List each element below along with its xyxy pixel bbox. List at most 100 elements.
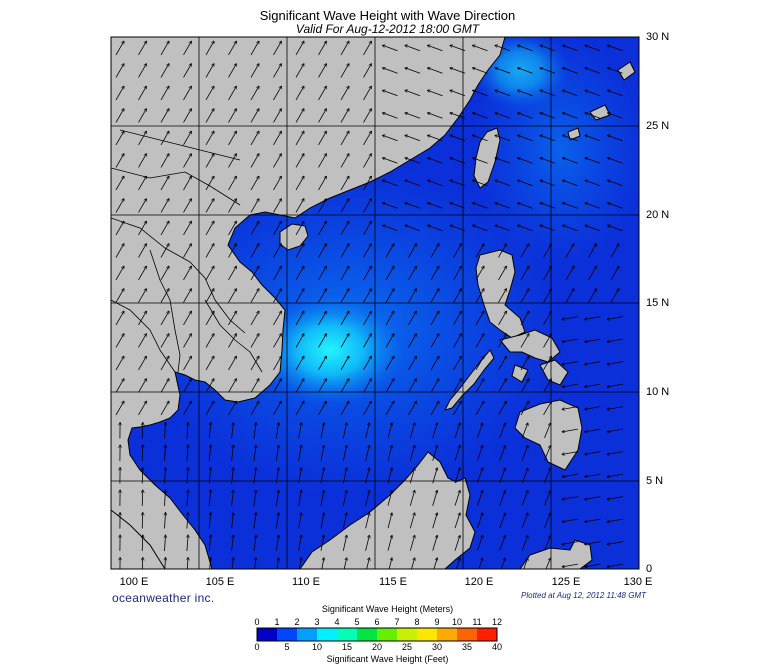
wave-arrow xyxy=(275,468,278,484)
wave-arrow xyxy=(433,558,438,569)
wave-arrow xyxy=(608,45,623,52)
wave-arrow xyxy=(228,41,237,56)
wave-arrow xyxy=(250,64,259,78)
wave-arrow xyxy=(295,266,304,281)
legend-meter-tick: 6 xyxy=(374,617,380,627)
wave-arrow xyxy=(205,86,214,101)
wave-arrow xyxy=(295,244,304,258)
wave-arrow xyxy=(273,401,282,416)
legend-swatch xyxy=(457,628,478,641)
wave-arrow xyxy=(205,356,214,371)
lon-label-125e: 125 E xyxy=(551,576,581,588)
legend-meter-tick: 8 xyxy=(414,617,420,627)
wave-arrow xyxy=(562,563,578,567)
wave-arrow xyxy=(585,68,601,74)
legend-title-meters: Significant Wave Height (Meters) xyxy=(321,604,454,614)
wave-arrow xyxy=(521,446,528,461)
wave-arrow xyxy=(115,131,124,146)
wave-arrow xyxy=(138,64,147,78)
wave-arrow xyxy=(142,535,143,552)
wave-arrow xyxy=(183,356,192,371)
wave-arrow xyxy=(475,244,484,258)
wave-arrow xyxy=(411,558,414,569)
wave-arrow xyxy=(250,41,259,56)
wave-arrow xyxy=(318,289,327,303)
wave-arrow xyxy=(540,68,556,74)
wave-arrow xyxy=(454,423,460,439)
wave-arrow xyxy=(585,225,601,232)
legend-meter-tick: 10 xyxy=(451,617,462,627)
wave-arrow xyxy=(165,468,166,484)
legend-meter-tick: 3 xyxy=(314,617,320,627)
wave-arrow xyxy=(295,109,304,123)
wave-arrow xyxy=(409,535,414,551)
wave-arrow xyxy=(363,109,372,123)
wave-arrow xyxy=(562,316,578,320)
wave-arrow xyxy=(187,445,188,462)
wave-arrow xyxy=(495,135,511,142)
wave-arrow xyxy=(250,289,259,303)
wave-arrow xyxy=(518,225,533,232)
wave-arrow xyxy=(366,558,370,569)
wave-arrow xyxy=(607,496,623,500)
wave-arrow xyxy=(273,176,282,191)
wave-arrow xyxy=(610,289,619,303)
wave-arrow xyxy=(298,468,302,484)
legend-frame xyxy=(256,627,498,642)
wave-arrow xyxy=(365,468,370,484)
wave-arrow xyxy=(585,158,601,164)
wave-arrow xyxy=(295,131,304,146)
wave-arrow xyxy=(565,244,574,258)
wave-arrow xyxy=(562,406,578,410)
wave-arrow xyxy=(385,244,394,258)
wave-arrow xyxy=(363,86,372,101)
wave-arrow xyxy=(473,135,488,142)
wave-arrow xyxy=(562,496,578,500)
wave-arrow xyxy=(298,513,302,529)
wave-arrow xyxy=(273,289,282,303)
wave-arrow xyxy=(475,356,484,371)
wave-arrow xyxy=(165,490,166,507)
wave-arrow xyxy=(544,536,551,551)
wave-arrow xyxy=(208,535,211,552)
wave-arrow xyxy=(160,334,169,348)
legend-meter-tick: 0 xyxy=(254,617,260,627)
wave-arrow xyxy=(115,154,124,168)
wave-arrow xyxy=(160,356,169,371)
wave-arrow xyxy=(432,490,438,506)
wave-arrow xyxy=(342,468,346,484)
wave-arrow xyxy=(115,311,124,326)
wave-arrow xyxy=(450,180,466,187)
wave-arrow xyxy=(160,244,169,258)
wave-arrow xyxy=(473,158,488,164)
wave-arrow xyxy=(540,90,556,97)
lon-label-100e: 100 E xyxy=(119,576,149,588)
wave-arrow xyxy=(518,68,533,74)
sulawesi-island xyxy=(519,539,593,569)
wave-arrow xyxy=(495,68,511,74)
wave-arrow xyxy=(405,135,421,142)
wave-arrow xyxy=(610,244,619,258)
wave-arrow xyxy=(228,109,237,123)
wave-arrow xyxy=(562,338,578,342)
wave-arrow xyxy=(521,423,528,439)
wave-arrow xyxy=(320,490,324,506)
wave-arrow xyxy=(160,199,169,213)
wave-arrow xyxy=(165,445,166,462)
wave-arrow xyxy=(228,401,237,416)
wave-arrow xyxy=(231,513,234,529)
wave-arrow xyxy=(228,266,237,281)
asia-mainland xyxy=(111,37,506,569)
wave-arrow xyxy=(320,468,324,484)
wave-arrow xyxy=(428,135,443,142)
wave-arrow xyxy=(183,379,192,393)
wave-arrow xyxy=(543,311,552,326)
wave-arrow xyxy=(253,468,256,484)
wave-arrow xyxy=(454,468,460,484)
wave-arrow xyxy=(183,154,192,168)
wave-arrow xyxy=(340,199,349,213)
wave-arrow xyxy=(365,513,370,529)
wave-arrow xyxy=(405,90,421,97)
wave-arrow xyxy=(228,334,237,348)
